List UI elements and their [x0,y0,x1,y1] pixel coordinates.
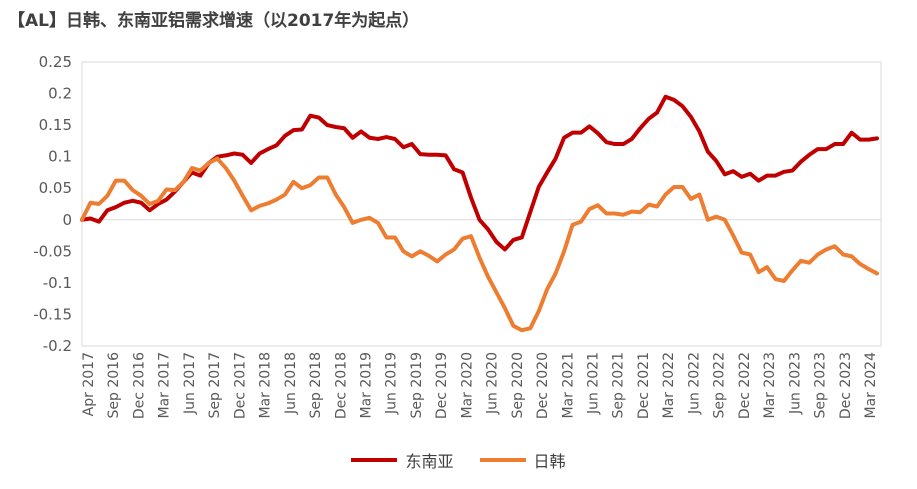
x-tick-label: Dec 2019 [434,352,450,419]
x-tick-label: Jun 2022 [686,352,702,415]
x-tick-label: Sep 2018 [308,352,324,418]
x-tick-label: Dec 2017 [232,352,248,419]
series-line-japan-korea [80,156,879,333]
x-tick-label: Mar 2021 [560,352,576,419]
y-tick-label: 0.2 [48,85,72,103]
x-tick-label: Dec 2018 [333,352,349,419]
x-tick-label: Sep 2021 [611,352,627,418]
x-tick-label: Sep 2022 [712,352,728,418]
x-tick-label: Dec 2022 [737,352,753,419]
legend-swatch-southeast-asia [351,458,398,462]
x-tick-label: Jun 2020 [485,352,501,415]
legend: 东南亚 日韩 [0,448,917,472]
x-tick-label: Jun 2018 [283,352,299,415]
y-axis-ticks: 0.25 0.2 0.15 0.1 0.05 0 -0.05 -0.1 -0.15 -0.2 [33,53,72,355]
x-axis-ticks: Apr 2017 Sep 2016 Dec 2016 Mar 2017 Jun 2017… [81,352,879,419]
x-tick-label: Dec 2021 [636,352,652,419]
y-tick-label: 0.25 [39,53,72,71]
x-tick-label: Dec 2020 [535,352,551,419]
series-line-southeast-asia [80,94,879,252]
series-group [80,94,879,333]
x-tick-label: Jun 2017 [182,352,198,415]
x-tick-label: Mar 2017 [157,352,173,419]
y-tick-label: -0.2 [43,337,72,355]
x-tick-label: Dec 2016 [131,352,147,419]
x-tick-label: Mar 2024 [863,352,879,419]
y-tick-label: 0.15 [39,116,72,134]
x-tick-label: Sep 2023 [813,352,829,418]
x-tick-label: Mar 2018 [258,352,274,419]
legend-label-southeast-asia: 东南亚 [405,452,454,471]
x-tick-label: Jun 2021 [586,352,602,415]
x-tick-label: Sep 2020 [510,352,526,418]
x-tick-label: Apr 2017 [81,352,97,416]
x-tick-label: Mar 2020 [459,352,475,419]
x-tick-label: Mar 2022 [661,352,677,419]
y-tick-label: 0.05 [39,179,72,197]
legend-item-japan-korea: 日韩 [479,448,566,472]
legend-label-japan-korea: 日韩 [533,452,566,471]
x-tick-label: Sep 2017 [207,352,223,418]
y-tick-label: 0.1 [48,148,72,166]
x-tick-label: Sep 2016 [106,352,122,419]
y-tick-label: -0.1 [43,274,72,292]
x-tick-label: Mar 2019 [358,352,374,419]
legend-swatch-japan-korea [479,458,526,462]
x-tick-label: Sep 2019 [409,352,425,418]
x-tick-label: Jun 2019 [384,352,400,415]
y-tick-label: -0.15 [33,305,72,323]
x-tick-label: Mar 2023 [762,352,778,419]
legend-item-southeast-asia: 东南亚 [351,448,454,472]
x-tick-label: Dec 2023 [838,352,854,419]
y-tick-label: 0 [62,211,72,229]
chart-title: 【AL】日韩、东南亚铝需求增速（以2017年为起点） [8,11,420,31]
x-tick-label: Jun 2023 [787,352,803,415]
plot-area-border [81,61,882,347]
y-tick-label: -0.05 [33,242,72,260]
line-chart: 0.25 0.2 0.15 0.1 0.05 0 -0.05 -0.1 -0.15 -0.2 Ap… [33,53,882,419]
